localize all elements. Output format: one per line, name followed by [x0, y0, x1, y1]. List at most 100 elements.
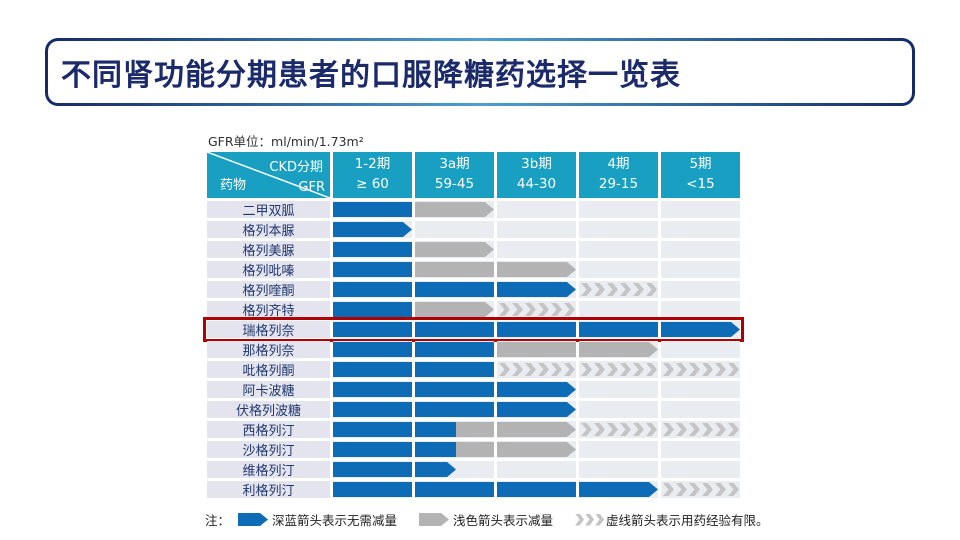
blue-arrow [333, 282, 412, 297]
stage-cell [497, 281, 576, 298]
stage-cell [333, 481, 412, 498]
stage-cell [579, 321, 658, 338]
table-row: 格列吡嗪 [207, 261, 740, 279]
legend-text: 深蓝箭头表示无需减量 [272, 513, 398, 528]
stage-cell [579, 421, 658, 438]
stage-cell [415, 381, 494, 398]
chevron-icon [525, 363, 536, 376]
drug-label: 那格列奈 [207, 341, 330, 359]
dashed-chevron-arrow [579, 363, 657, 376]
blue-arrow [415, 442, 457, 457]
chevron-icon [715, 363, 726, 376]
stage-cell [415, 361, 494, 378]
stage-cell [497, 481, 576, 498]
blue-arrow [497, 322, 576, 337]
stage-cell [497, 361, 576, 378]
dashed-chevron-arrow [661, 423, 739, 436]
chevron-icon [538, 363, 549, 376]
stage-label: 3a期 [439, 156, 470, 173]
chevron-icon [581, 283, 592, 296]
drug-label: 吡格列酮 [207, 361, 330, 379]
stage-cell [661, 421, 740, 438]
gfr-range-label: ≥ 60 [356, 176, 389, 192]
stage-cell [415, 301, 494, 318]
drug-label: 伏格列波糖 [207, 401, 330, 419]
stage-cell [661, 321, 740, 338]
stage-cell [661, 281, 740, 298]
gray-arrow-tip [497, 422, 576, 437]
chevron-icon [575, 513, 585, 526]
blue-arrow-tip [497, 282, 576, 297]
stage-cell [333, 361, 412, 378]
drug-label: 维格列汀 [207, 461, 330, 479]
blue-arrow [333, 342, 412, 357]
dashed-chevron-arrow-icon [575, 513, 605, 526]
page-title: 不同肾功能分期患者的口服降糖药选择一览表 [61, 58, 681, 93]
blue-arrow [415, 402, 494, 417]
chevron-icon [538, 303, 549, 316]
legend-item: 虚线箭头表示用药经验有限。 [575, 510, 769, 529]
gray-arrow-tip [497, 262, 576, 277]
gray-arrow-tip [497, 442, 576, 457]
chevron-icon [715, 483, 726, 496]
stage-cell [333, 221, 412, 238]
stage-cell [661, 201, 740, 218]
chevron-icon [633, 363, 644, 376]
drug-label: 格列喹酮 [207, 281, 330, 299]
stage-cell [497, 401, 576, 418]
stage-cell [579, 221, 658, 238]
header-col-5期: 5期 <15 [661, 152, 740, 198]
chevron-icon [689, 423, 700, 436]
table-row: 伏格列波糖 [207, 401, 740, 419]
chevron-icon [663, 423, 674, 436]
stage-cell [333, 441, 412, 458]
stage-cell [579, 481, 658, 498]
stage-cell [579, 441, 658, 458]
blue-arrow-tip [579, 482, 658, 497]
chevron-icon [551, 303, 562, 316]
blue-arrow [333, 462, 412, 477]
chevron-icon [499, 363, 510, 376]
stage-cell [415, 341, 494, 358]
blue-arrow [415, 342, 494, 357]
chevron-icon [633, 283, 644, 296]
chevron-icon [512, 303, 523, 316]
chevron-icon [646, 363, 657, 376]
table-row: 利格列汀 [207, 481, 740, 499]
drug-label: 格列吡嗪 [207, 261, 330, 279]
dashed-chevron-arrow [661, 363, 739, 376]
chevron-icon [525, 303, 536, 316]
legend-item: 深蓝箭头表示无需减量 [238, 510, 397, 529]
corner-label-drug: 药物 [220, 178, 247, 193]
chevron-icon [551, 363, 562, 376]
chevron-icon [620, 423, 631, 436]
table-row: 格列美脲 [207, 241, 740, 259]
gray-arrow-tip [579, 342, 658, 357]
blue-arrow [333, 382, 412, 397]
stage-cell [661, 241, 740, 258]
drug-label: 瑞格列奈 [207, 321, 330, 339]
stage-cell [579, 261, 658, 278]
chevron-icon [620, 363, 631, 376]
legend-prefix: 注： [205, 513, 231, 528]
header-col-4期: 4期 29-15 [579, 152, 658, 198]
dashed-chevron-arrow [497, 363, 575, 376]
stage-cell [661, 481, 740, 498]
chevron-icon [676, 363, 687, 376]
chevron-icon [607, 283, 618, 296]
stage-cell [415, 481, 494, 498]
table-row: 格列齐特 [207, 301, 740, 319]
blue-arrow-tip [661, 322, 740, 337]
table-row: 维格列汀 [207, 461, 740, 479]
stage-cell [333, 381, 412, 398]
header-col-1-2期: 1-2期 ≥ 60 [333, 152, 412, 198]
blue-arrow [415, 482, 494, 497]
chevron-icon [581, 423, 592, 436]
chevron-icon [499, 303, 510, 316]
stage-cell [333, 241, 412, 258]
stage-cell [661, 341, 740, 358]
stage-cell [415, 441, 494, 458]
drug-label: 西格列汀 [207, 421, 330, 439]
blue-arrow [333, 262, 412, 277]
stage-cell [661, 461, 740, 478]
